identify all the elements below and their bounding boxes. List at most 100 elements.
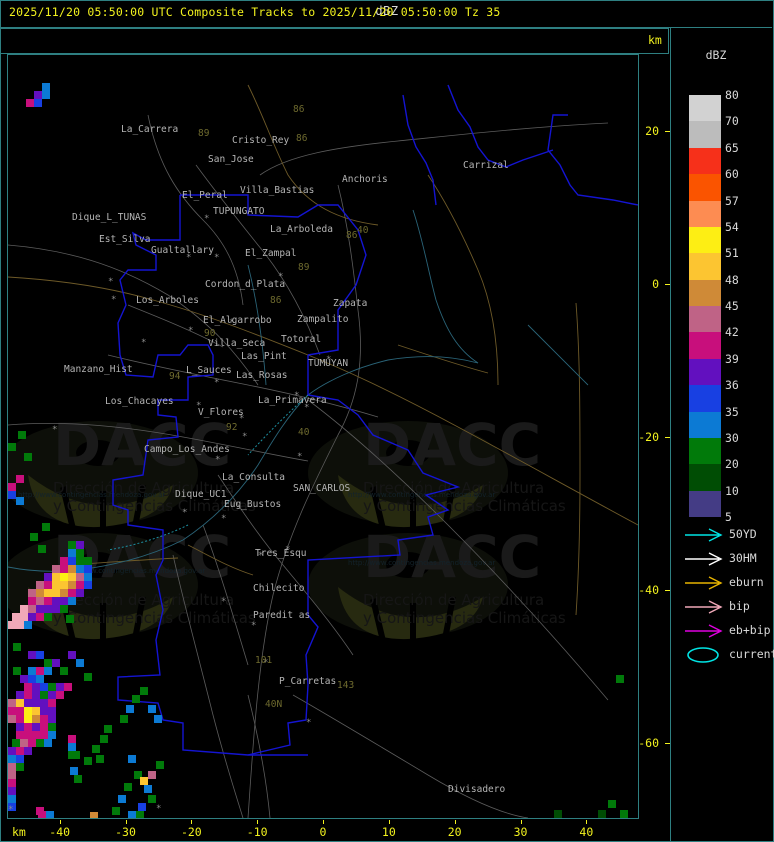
road-number-label: 94 bbox=[169, 371, 181, 382]
colorbar-band[interactable] bbox=[689, 358, 721, 386]
y-axis-tick-label: 20 bbox=[645, 123, 659, 138]
place-label: El_Peral bbox=[182, 190, 228, 201]
colorbar-band[interactable] bbox=[689, 174, 721, 201]
y-axis: 20 0 -20 -40 -60 bbox=[638, 54, 671, 820]
place-label: Cristo_Rey bbox=[232, 135, 289, 146]
x-axis-tick-label: 20 bbox=[447, 825, 462, 839]
x-axis-tick-mark bbox=[520, 820, 522, 824]
radar-echo-layer bbox=[8, 83, 628, 818]
colorbar-band[interactable] bbox=[689, 279, 721, 306]
svg-text:*: * bbox=[251, 621, 256, 631]
dbz-colorbar-ticks: 80 70 65 60 57 54 51 48 45 42 39 36 35 30 20 10 5 bbox=[725, 88, 771, 525]
place-label: Las_Pint bbox=[241, 351, 287, 362]
x-axis-tick-label: 0 bbox=[319, 825, 327, 839]
place-label: V_Flores bbox=[198, 407, 244, 418]
watermark-logo-text: DACC bbox=[363, 523, 541, 591]
radar-map-canvas[interactable]: DACC DACC DACC DACC Dirección de Agricul… bbox=[8, 55, 638, 818]
colorbar-band[interactable] bbox=[689, 147, 721, 175]
place-label: Anchoris bbox=[342, 174, 388, 185]
svg-text:*: * bbox=[141, 338, 146, 348]
storm-cell-main bbox=[8, 431, 92, 629]
colorbar-band[interactable] bbox=[689, 253, 721, 280]
colorbar-tick-label: 5 bbox=[725, 510, 732, 524]
place-label: Manzano_Hist bbox=[64, 364, 133, 375]
arrow-legend-row: bip bbox=[677, 595, 774, 619]
legend-title: dBZ bbox=[705, 48, 727, 62]
road-number-label: 89 bbox=[198, 128, 210, 139]
radar-plot-frame[interactable]: DACC DACC DACC DACC Dirección de Agricul… bbox=[7, 54, 639, 819]
place-label: Los_Arboles bbox=[136, 295, 199, 306]
x-axis-tick-label: -40 bbox=[49, 825, 71, 839]
storm-cell-secondary bbox=[8, 651, 92, 815]
y-axis-tick-label: -40 bbox=[638, 582, 659, 597]
storm-track-lines bbox=[107, 394, 309, 551]
place-label: Eug_Bustos bbox=[224, 499, 281, 510]
colorbar-band[interactable] bbox=[689, 464, 721, 491]
y-axis-tick-mark bbox=[665, 283, 671, 285]
y-axis-tick-mark bbox=[665, 436, 671, 438]
y-axis-tick-label: -20 bbox=[638, 429, 659, 444]
colorbar-band[interactable] bbox=[689, 437, 721, 465]
x-axis-tick-mark bbox=[586, 820, 588, 824]
dacc-logo-mark bbox=[308, 421, 508, 535]
colorbar-band[interactable] bbox=[689, 490, 721, 517]
y-axis-tick-label: -60 bbox=[638, 735, 659, 750]
road-number-label: 40 bbox=[357, 225, 369, 236]
road-number-label: 40N bbox=[265, 699, 282, 710]
place-label: SAN_CARLOS bbox=[293, 483, 350, 494]
colorbar-tick-label: 54 bbox=[725, 219, 739, 234]
place-label: Villa_Seca bbox=[208, 338, 265, 349]
colorbar-band[interactable] bbox=[689, 411, 721, 438]
colorbar-tick-label: 42 bbox=[725, 325, 739, 340]
y-axis-tick-label: 0 bbox=[652, 276, 659, 291]
y-axis-tick-mark bbox=[665, 742, 671, 744]
colorbar-tick-label: 20 bbox=[725, 457, 739, 472]
svg-text:*: * bbox=[8, 805, 13, 815]
road-number-label: 89 bbox=[298, 262, 310, 273]
colorbar-tick-label: 35 bbox=[725, 404, 739, 419]
colorbar-band[interactable] bbox=[689, 121, 721, 148]
colorbar-band[interactable] bbox=[689, 332, 721, 359]
place-label: Dique_UC1 bbox=[175, 489, 227, 500]
colorbar-band[interactable] bbox=[689, 306, 721, 333]
info-bar bbox=[1, 28, 669, 54]
place-label: Divisadero bbox=[448, 784, 505, 795]
svg-text:*: * bbox=[242, 432, 247, 442]
road-number-label: 86 bbox=[293, 104, 305, 115]
colorbar-band[interactable] bbox=[689, 226, 721, 254]
place-label: Dique_L_TUNAS bbox=[72, 212, 147, 223]
dbz-colorbar[interactable] bbox=[689, 95, 721, 517]
watermark-subtitle: Dirección de Agricultura bbox=[363, 591, 544, 609]
colorbar-band[interactable] bbox=[689, 385, 721, 412]
arrow-legend-label: 50YD bbox=[729, 527, 757, 541]
x-axis-tick-label: -20 bbox=[180, 825, 202, 839]
arrow-icon bbox=[685, 576, 723, 590]
y-axis-tick-mark bbox=[665, 589, 671, 591]
svg-text:*: * bbox=[108, 277, 113, 287]
place-label: Carrizal bbox=[463, 160, 509, 171]
title-bar bbox=[0, 0, 772, 28]
x-axis-tick-mark bbox=[125, 820, 127, 824]
watermark-logo-text: DACC bbox=[53, 411, 231, 479]
x-axis: km -40 -30 -20 -10 0 10 20 30 40 bbox=[7, 820, 647, 842]
colorbar-tick-label: 60 bbox=[725, 167, 739, 182]
colorbar-band[interactable] bbox=[689, 200, 721, 227]
highway-network bbox=[8, 84, 638, 616]
svg-text:*: * bbox=[204, 214, 209, 224]
place-label: Los_Chacayes bbox=[105, 396, 174, 407]
dacc-logo-mark bbox=[308, 533, 508, 647]
svg-text:*: * bbox=[186, 253, 191, 263]
place-label: Campo_Los_Andes bbox=[144, 444, 230, 455]
colorbar-band[interactable] bbox=[689, 95, 721, 122]
watermark-subtitle: y Contingencias Climáticas bbox=[363, 609, 566, 627]
window-title: dBZ bbox=[375, 4, 399, 18]
place-label: Gualtallary bbox=[151, 245, 214, 256]
place-label: Las_Rosas bbox=[236, 370, 287, 381]
watermark-logo-text: DACC bbox=[363, 411, 541, 479]
colorbar-tick-label: 30 bbox=[725, 430, 739, 445]
svg-text:*: * bbox=[52, 425, 57, 435]
colorbar-tick-label: 80 bbox=[725, 88, 739, 102]
colorbar-tick-label: 39 bbox=[725, 351, 739, 366]
watermark-url: http://www.contingencias.mendoza.gov.ar bbox=[58, 567, 205, 575]
